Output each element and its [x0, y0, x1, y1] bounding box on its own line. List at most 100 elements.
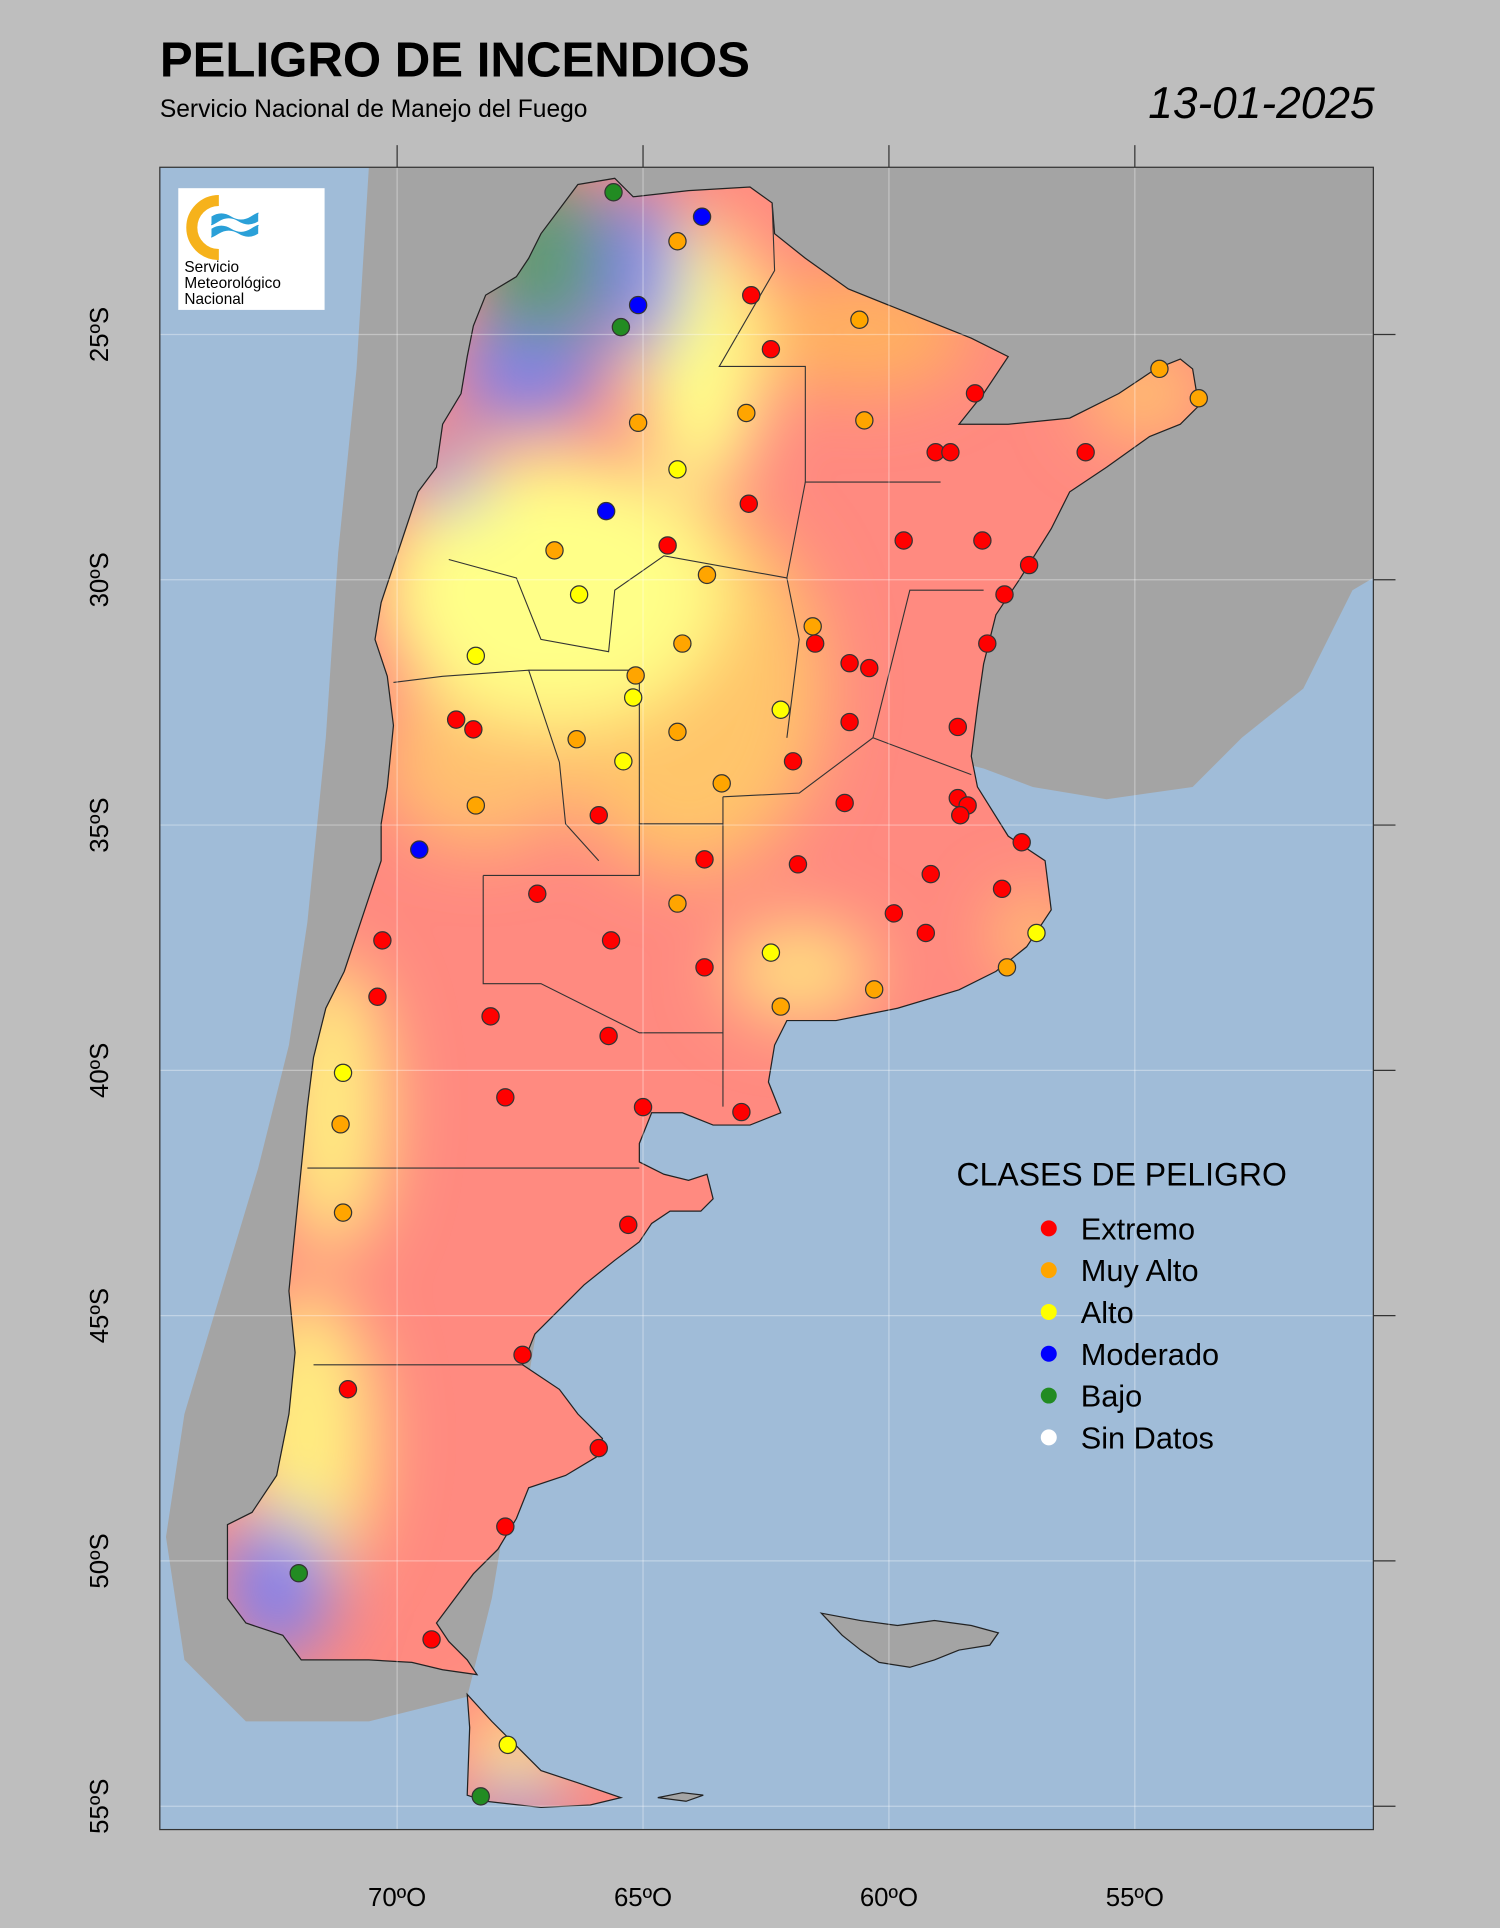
station-marker-E	[446, 710, 466, 729]
legend-item-label: Sin Datos	[1081, 1420, 1214, 1455]
legend-swatch	[1040, 1387, 1057, 1404]
station-marker-B	[289, 1563, 308, 1583]
station-marker-Mo	[692, 207, 712, 226]
station-marker-E	[658, 536, 677, 555]
lat-label: 40ºS	[86, 1043, 114, 1098]
smn-logo-icon	[186, 194, 220, 261]
legend-item-label: Alto	[1081, 1295, 1134, 1330]
station-marker-E	[481, 1007, 500, 1026]
station-marker-E	[884, 904, 904, 923]
map-area: Servicio Meteorológico Nacional CLASES D…	[159, 167, 1374, 1830]
station-marker-A	[761, 943, 781, 962]
station-marker-M	[803, 617, 822, 636]
station-marker-M	[697, 565, 717, 585]
smn-logo: Servicio Meteorológico Nacional	[178, 188, 325, 310]
station-marker-E	[739, 494, 758, 513]
page-title: PELIGRO DE INCENDIOS	[160, 32, 750, 87]
station-marker-M	[333, 1203, 353, 1222]
station-marker-E	[948, 717, 968, 737]
falkland-islands	[819, 1612, 1000, 1668]
station-marker-E	[368, 987, 387, 1006]
station-marker-B	[604, 183, 623, 202]
station-marker-E	[992, 879, 1012, 899]
lon-label: 60ºO	[860, 1884, 918, 1912]
station-marker-M	[466, 796, 486, 815]
station-marker-E	[338, 1380, 358, 1399]
graticule	[159, 167, 1374, 1830]
lon-label: 55ºO	[1106, 1884, 1164, 1912]
legend-item-label: Bajo	[1081, 1379, 1142, 1414]
lat-label: 50ºS	[86, 1533, 114, 1588]
station-marker-A	[333, 1063, 353, 1083]
legend-swatch	[1040, 1303, 1057, 1320]
station-marker-E	[528, 884, 547, 903]
station-marker-A	[466, 646, 486, 666]
station-marker-A	[1027, 923, 1046, 943]
station-marker-B	[471, 1787, 490, 1806]
station-marker-Mo	[628, 295, 648, 315]
station-marker-A	[569, 585, 589, 604]
lat-label: 55ºS	[86, 1779, 114, 1834]
station-marker-E	[589, 1438, 608, 1458]
station-marker-M	[545, 541, 564, 560]
station-marker-M	[668, 722, 687, 742]
station-marker-E	[860, 658, 879, 678]
station-marker-A	[623, 688, 643, 707]
station-marker-E	[373, 931, 392, 950]
station-marker-E	[1012, 833, 1031, 852]
station-marker-E	[513, 1345, 532, 1365]
station-marker-E	[805, 634, 825, 653]
logo-text-1: Servicio	[184, 259, 239, 276]
station-marker-E	[788, 855, 808, 874]
station-marker-M	[864, 980, 884, 999]
lon-label: 70ºO	[368, 1884, 426, 1912]
station-marker-E	[840, 712, 859, 732]
station-marker-E	[732, 1102, 751, 1122]
station-marker-E	[1076, 443, 1095, 462]
station-marker-M	[712, 774, 731, 793]
station-marker-E	[840, 653, 859, 673]
station-marker-E	[619, 1215, 638, 1235]
lat-label: 25ºS	[86, 307, 114, 362]
lat-label: 30ºS	[86, 552, 114, 607]
station-marker-M	[855, 411, 874, 430]
station-marker-E	[921, 864, 940, 884]
legend-item-label: Muy Alto	[1081, 1253, 1199, 1288]
lon-label: 65ºO	[614, 1884, 672, 1912]
legend-title: CLASES DE PELIGRO	[957, 1156, 1287, 1192]
station-marker-E	[695, 850, 714, 869]
station-marker-E	[835, 793, 854, 813]
station-marker-Mo	[410, 840, 429, 859]
legend-swatch	[1040, 1345, 1057, 1362]
map-frame	[159, 166, 1374, 1831]
page-subtitle: Servicio Nacional de Manejo del Fuego	[160, 96, 588, 123]
station-marker-E	[941, 443, 960, 462]
station-marker-A	[771, 700, 790, 720]
station-marker-M	[331, 1115, 350, 1134]
station-marker-M	[668, 894, 687, 913]
station-marker-E	[1019, 555, 1039, 575]
station-marker-E	[601, 931, 621, 950]
axis-labels: 25ºS 30ºS 35ºS 40ºS 45ºS 50ºS 55ºS 70ºO 65ºO 60ºO…	[86, 145, 1396, 1912]
station-marker-B	[611, 317, 631, 337]
station-markers	[289, 183, 1208, 1806]
station-marker-A	[498, 1735, 518, 1755]
province-boundaries	[307, 202, 984, 1366]
station-marker-M	[626, 666, 645, 685]
station-marker-E	[894, 531, 913, 550]
station-marker-M	[771, 997, 790, 1016]
station-marker-M	[1189, 389, 1208, 408]
legend-item-label: Extremo	[1081, 1211, 1195, 1246]
logo-text-2: Meteorológico	[184, 275, 280, 292]
station-marker-E	[995, 585, 1014, 604]
station-marker-E	[633, 1097, 653, 1117]
station-marker-E	[761, 339, 781, 359]
legend: CLASES DE PELIGRO Extremo Muy Alto Alto Mod…	[957, 1156, 1287, 1455]
station-marker-E	[973, 531, 992, 550]
station-marker-E	[496, 1517, 515, 1536]
station-marker-M	[1150, 359, 1169, 379]
station-marker-M	[737, 403, 756, 423]
station-marker-E	[464, 720, 483, 739]
station-marker-E	[951, 806, 970, 825]
station-marker-E	[422, 1630, 441, 1649]
